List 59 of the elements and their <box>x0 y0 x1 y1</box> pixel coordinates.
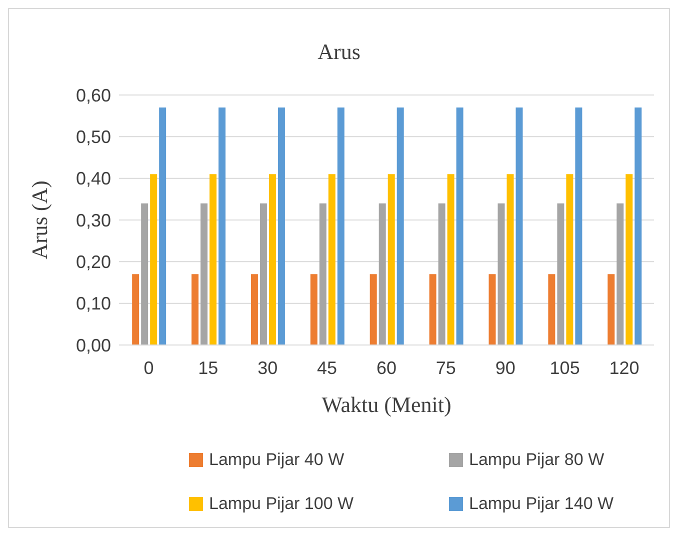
bar <box>447 174 454 345</box>
bar <box>319 203 326 345</box>
bar <box>378 203 386 345</box>
bar <box>150 174 158 345</box>
bar <box>260 203 267 345</box>
bar <box>516 108 523 345</box>
x-tick-label: 90 <box>495 358 516 378</box>
bar <box>278 108 285 345</box>
y-tick-label: 0,40 <box>76 168 111 189</box>
bar <box>506 174 514 345</box>
bar <box>456 108 464 345</box>
y-tick-label: 0,00 <box>76 335 111 356</box>
y-axis-title: Arus (A) <box>26 180 52 260</box>
bar <box>557 203 564 345</box>
y-tick-label: 0,20 <box>76 252 111 272</box>
bar <box>438 203 446 345</box>
bar <box>634 108 642 345</box>
bar <box>268 174 276 345</box>
bar <box>132 274 140 345</box>
bar <box>498 203 505 345</box>
legend-label: Lampu Pijar 40 W <box>208 450 346 470</box>
x-axis-title: Waktu (Menit) <box>322 392 452 417</box>
x-tick-label: 0 <box>144 358 154 378</box>
bar <box>159 108 166 345</box>
y-tick-label: 0,30 <box>76 210 111 230</box>
bar <box>566 174 574 345</box>
x-tick-label: 120 <box>609 358 640 378</box>
legend-label: Lampu Pijar 100 W <box>208 494 355 514</box>
x-tick-label: 30 <box>258 358 278 378</box>
bar <box>488 274 496 345</box>
bar <box>210 174 217 345</box>
legend-label: Lampu Pijar 80 W <box>468 450 606 470</box>
x-tick-label: 75 <box>436 358 456 378</box>
y-tick-label: 0,50 <box>76 127 111 148</box>
bar <box>608 274 615 345</box>
bar <box>626 174 633 345</box>
x-tick-label: 45 <box>317 358 338 378</box>
legend-label: Lampu Pijar 140 W <box>468 494 615 514</box>
x-tick-label: 15 <box>198 358 218 378</box>
bar <box>396 108 404 345</box>
bar <box>548 274 556 345</box>
bar <box>575 108 582 345</box>
bar <box>310 274 318 345</box>
bar <box>337 108 344 345</box>
x-tick-label: 105 <box>550 358 580 378</box>
bar <box>192 274 199 345</box>
bar <box>250 274 258 345</box>
bar <box>141 203 148 345</box>
bar <box>328 174 336 345</box>
x-tick-label: 60 <box>376 358 397 378</box>
bar <box>429 274 436 345</box>
bar <box>218 108 226 345</box>
bar <box>616 203 624 345</box>
bar <box>370 274 377 345</box>
bar <box>388 174 395 345</box>
bar <box>200 203 208 345</box>
y-tick-label: 0,60 <box>76 85 111 106</box>
y-tick-label: 0,10 <box>76 294 111 314</box>
chart-title: Arus <box>316 39 362 65</box>
